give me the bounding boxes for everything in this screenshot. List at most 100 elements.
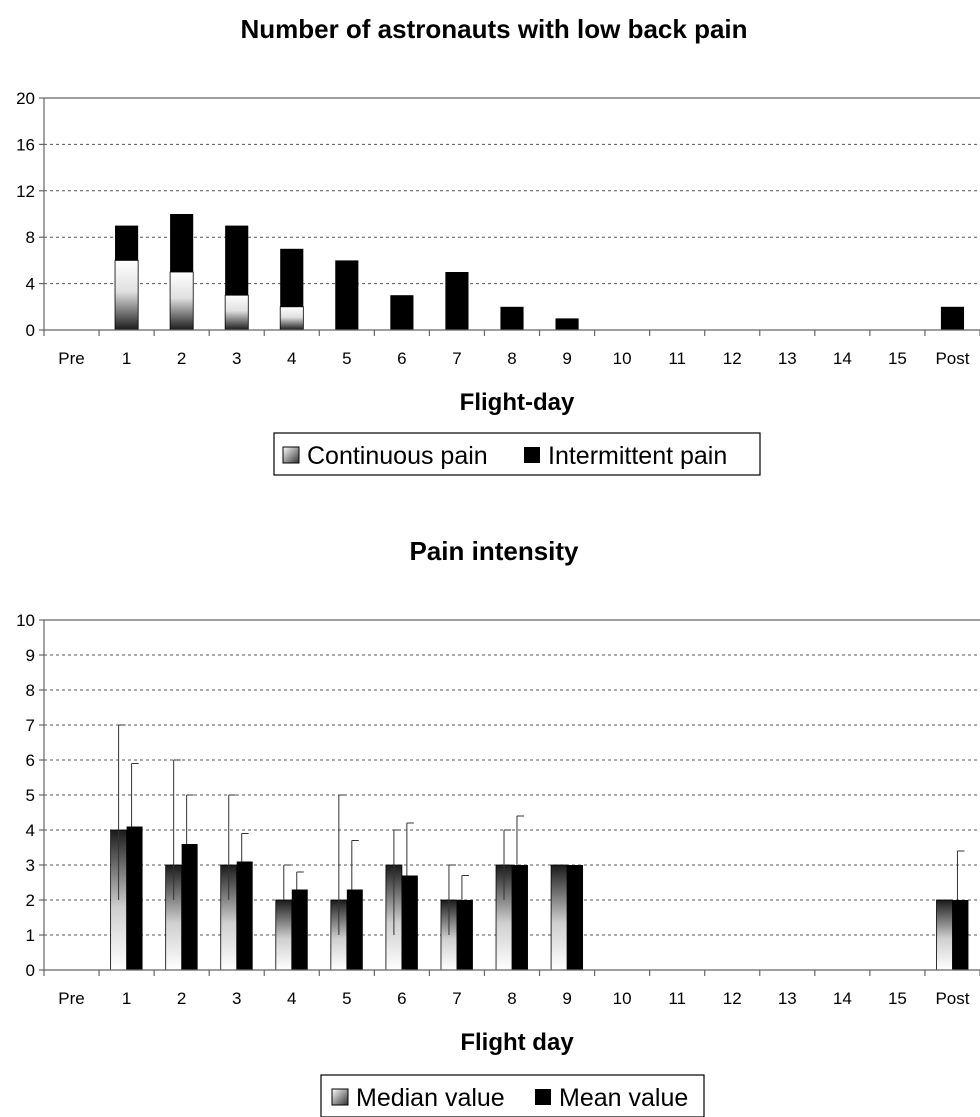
bar-intermittent-pain [445, 272, 469, 330]
x-tick-label: 4 [287, 989, 296, 1008]
y-tick-label: 4 [26, 275, 35, 294]
bar-intermittent-pain [335, 260, 359, 330]
x-tick-label: 10 [613, 349, 632, 368]
bar-intermittent-pain [500, 306, 524, 330]
bar-median-value [275, 899, 293, 971]
y-tick-label: 12 [16, 182, 35, 201]
y-tick-label: 20 [16, 89, 35, 108]
legend-swatch-median [331, 1088, 349, 1106]
x-tick-label: Post [935, 989, 969, 1008]
bar-intermittent-pain [555, 318, 579, 330]
x-axis-title: Flight day [460, 1029, 574, 1056]
x-tick-label: 15 [888, 349, 907, 368]
bar-continuous-pain [279, 306, 304, 331]
x-tick-label: Post [935, 349, 969, 368]
y-tick-label: 9 [26, 646, 35, 665]
bar-intermittent-pain [280, 248, 304, 307]
x-tick-label: 8 [507, 989, 516, 1008]
gridlines [44, 97, 980, 285]
x-tick-label: 14 [833, 349, 852, 368]
x-tick-label: 15 [888, 989, 907, 1008]
bar-continuous-pain [114, 259, 139, 331]
x-tick-label: 5 [342, 349, 351, 368]
x-tick-label: 12 [723, 989, 742, 1008]
legend-swatch-continuous [282, 446, 300, 464]
axes [39, 97, 980, 336]
bars [110, 826, 969, 971]
axes [39, 619, 980, 976]
legend-frame [273, 432, 761, 476]
x-tick-label: 1 [122, 989, 131, 1008]
legend-swatch-mean [535, 1089, 551, 1105]
x-tick-label: 8 [507, 349, 516, 368]
x-tick-label: 11 [668, 989, 686, 1008]
x-axis-title: Flight-day [460, 389, 575, 416]
y-tick-label: 8 [26, 228, 35, 247]
x-tick-label: 13 [778, 989, 797, 1008]
x-tick-labels: Pre 1 2 3 4 5 6 7 8 9 10 11 12 13 14 15 Post [58, 989, 969, 1008]
bar-intermittent-pain [225, 225, 249, 296]
bar-mean-value [567, 865, 584, 970]
y-tick-label: 0 [26, 961, 35, 980]
x-tick-label: 6 [397, 989, 406, 1008]
legend-label-continuous: Continuous pain [307, 442, 488, 470]
bar-continuous-pain [224, 294, 249, 331]
legend-frame [320, 1074, 705, 1117]
y-tick-label: 4 [26, 821, 35, 840]
x-tick-labels: Pre 1 2 3 4 5 6 7 8 9 10 11 12 13 14 15 Post [58, 349, 969, 368]
y-tick-label: 6 [26, 751, 35, 770]
x-tick-label: 10 [613, 989, 632, 1008]
x-tick-label: 14 [833, 989, 852, 1008]
x-tick-label: 9 [562, 989, 571, 1008]
x-tick-label: 7 [452, 349, 461, 368]
x-tick-label: 1 [122, 349, 131, 368]
bar-median-value [550, 864, 568, 971]
x-tick-label: Pre [58, 349, 84, 368]
y-tick-label: 10 [16, 611, 35, 630]
bar-mean-value [236, 861, 253, 970]
bar-mean-value [512, 865, 528, 970]
legend-label-mean: Mean value [559, 1084, 688, 1112]
x-tick-label: 5 [342, 989, 351, 1008]
bar-mean-value [401, 875, 418, 970]
legend-swatch-intermittent [524, 447, 540, 463]
x-tick-label: 2 [177, 349, 186, 368]
x-tick-label: 13 [778, 349, 797, 368]
y-tick-label: 7 [26, 716, 35, 735]
bar-mean-value [456, 900, 473, 970]
bar-intermittent-pain [170, 214, 194, 272]
legend: Median value Mean value [320, 1074, 705, 1117]
bar-mean-value [952, 900, 969, 970]
chart-title: Pain intensity [409, 536, 579, 566]
y-tick-label: 0 [26, 321, 35, 340]
x-tick-label: 11 [668, 349, 686, 368]
bar-mean-value [346, 889, 363, 970]
x-tick-label: 7 [452, 989, 461, 1008]
y-tick-label: 5 [26, 786, 35, 805]
y-tick-labels: 0 1 2 3 4 5 6 7 8 9 10 [16, 611, 35, 980]
legend: Continuous pain Intermittent pain [273, 432, 761, 476]
x-tick-label: 6 [397, 349, 406, 368]
bar-intermittent-pain [940, 306, 965, 330]
bar-mean-value [291, 889, 308, 970]
legend-label-intermittent: Intermittent pain [548, 442, 727, 470]
chart-title: Number of astronauts with low back pain [240, 14, 747, 44]
x-tick-label: 9 [562, 349, 571, 368]
x-tick-label: 3 [232, 989, 241, 1008]
bar-median-value [936, 899, 953, 971]
legend-label-median: Median value [356, 1084, 505, 1112]
x-tick-label: 2 [177, 989, 186, 1008]
bar-mean-value [126, 826, 143, 970]
x-tick-label: 12 [723, 349, 742, 368]
bar-intermittent-pain [115, 225, 139, 261]
bar-continuous-pain [169, 271, 194, 331]
bar-intermittent-pain [390, 295, 414, 330]
x-tick-label: Pre [58, 989, 84, 1008]
y-tick-label: 2 [26, 891, 35, 910]
y-tick-label: 8 [26, 681, 35, 700]
bars [114, 214, 965, 331]
y-tick-label: 16 [16, 135, 35, 154]
error-bars [118, 724, 965, 935]
